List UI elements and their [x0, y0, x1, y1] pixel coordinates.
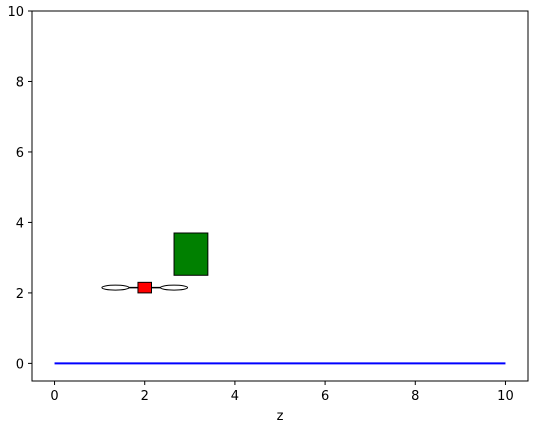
y-axis-ticks: 0 2 4 6 8 10 — [7, 5, 32, 372]
x-axis-ticks: 0 2 4 6 8 10 — [50, 381, 514, 404]
marks-layer — [54, 232, 506, 365]
x-tick-label: 10 — [497, 389, 514, 404]
y-tick-label: 2 — [16, 287, 24, 302]
plot-area — [31, 10, 529, 382]
x-tick-label: 6 — [321, 389, 329, 404]
drone-rotor-left — [101, 284, 130, 291]
x-tick-label: 8 — [411, 389, 419, 404]
y-tick-label: 0 — [16, 357, 24, 372]
x-tick-label: 4 — [231, 389, 239, 404]
x-tick-label: 2 — [141, 389, 149, 404]
green-box — [173, 232, 209, 276]
x-axis-label: z — [277, 409, 284, 424]
y-tick-label: 6 — [16, 146, 24, 161]
drone-rotor-right — [160, 284, 189, 291]
y-tick-label: 4 — [16, 216, 24, 231]
drone-body — [137, 281, 152, 294]
x-tick-label: 0 — [50, 389, 58, 404]
y-tick-label: 8 — [16, 75, 24, 90]
y-tick-label: 10 — [7, 5, 24, 20]
